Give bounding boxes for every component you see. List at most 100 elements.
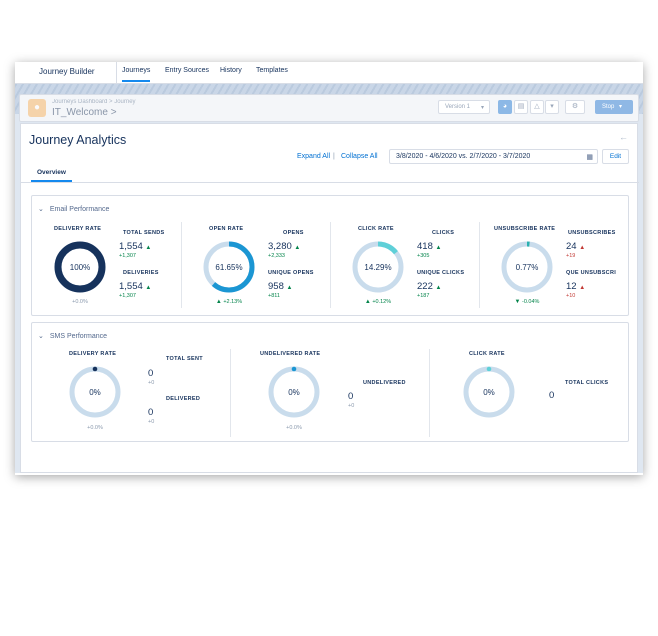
up-arrow-icon: ▲ xyxy=(579,285,586,291)
analytics-panel: Journey Analytics ← Expand All | Collaps… xyxy=(20,123,639,473)
clicks-delta: +305 xyxy=(417,253,430,259)
opens-value: 3,280 ▲ xyxy=(268,241,300,252)
donut-value: 0% xyxy=(288,388,300,397)
unsubscribe-rate-delta-value: -0.04% xyxy=(522,299,540,305)
sms-section-title: SMS Performance xyxy=(49,333,108,340)
column-divider xyxy=(181,222,182,308)
total-clicks-value: 0 xyxy=(549,390,555,401)
delivered-value: 0 xyxy=(148,407,154,418)
opens-delta: +2,333 xyxy=(268,253,285,259)
unique-opens-number: 958 xyxy=(268,281,284,292)
unsubscribe-rate-delta: ▼ -0.04% xyxy=(492,299,562,305)
unsubscribes-label: UNSUBSCRIBES xyxy=(568,230,616,236)
unique-clicks-value: 222 ▲ xyxy=(417,281,441,292)
tab-entry-sources[interactable]: Entry Sources xyxy=(165,67,209,74)
more-chevron-icon[interactable]: ▾ xyxy=(545,100,559,114)
donut-value: 14.29% xyxy=(364,263,391,272)
unique-unsubscribes-value: 12 ▲ xyxy=(566,281,585,292)
chevron-down-icon: ⌄ xyxy=(38,206,44,213)
app-window: Journey Builder Journeys Entry Sources H… xyxy=(15,62,643,475)
donut-arc xyxy=(352,241,404,293)
gear-icon[interactable]: ⚙ xyxy=(565,100,585,114)
collapse-all-link[interactable]: Collapse All xyxy=(341,153,378,160)
undelivered-rate-label: UNDELIVERED RATE xyxy=(260,351,321,357)
journey-name[interactable]: IT_Welcome > xyxy=(52,107,117,118)
top-navigation: Journey Builder Journeys Entry Sources H… xyxy=(15,62,643,84)
analytics-icon[interactable]: ◕ xyxy=(498,100,512,114)
sms-delivery-rate-delta: +0.0% xyxy=(87,425,103,431)
page-title: Journey Analytics xyxy=(29,133,127,147)
breadcrumb[interactable]: Journeys Dashboard > Journey xyxy=(52,99,136,105)
print-icon[interactable]: ▤ xyxy=(514,100,528,114)
unsubscribes-number: 24 xyxy=(566,241,577,252)
email-section-title: Email Performance xyxy=(49,206,110,213)
donut-marker xyxy=(92,366,98,372)
total-sent-delta: +0 xyxy=(148,380,155,386)
unique-clicks-number: 222 xyxy=(417,281,433,292)
donut-arc xyxy=(501,241,553,293)
expand-all-link[interactable]: Expand All xyxy=(297,153,331,160)
up-arrow-icon: ▲ xyxy=(145,285,152,291)
opens-label: OPENS xyxy=(283,230,304,236)
donut-value: 0.77% xyxy=(516,263,539,272)
clicks-number: 418 xyxy=(417,241,433,252)
up-arrow-icon: ▲ xyxy=(435,245,442,251)
donut-marker xyxy=(291,366,297,372)
total-sends-value: 1,554 ▲ xyxy=(119,241,151,252)
tab-history[interactable]: History xyxy=(220,67,242,74)
link-separator: | xyxy=(333,153,335,160)
app-name: Journey Builder xyxy=(39,67,95,76)
sms-delivery-rate-donut: 0% xyxy=(69,366,121,418)
sms-click-rate-label: CLICK RATE xyxy=(469,351,505,357)
down-arrow-icon: ▼ xyxy=(514,299,521,305)
column-divider xyxy=(479,222,480,308)
unsubscribe-rate-label: UNSUBSCRIBE RATE xyxy=(494,226,556,232)
unique-opens-value: 958 ▲ xyxy=(268,281,292,292)
tab-templates[interactable]: Templates xyxy=(256,67,288,74)
edit-button[interactable]: Edit xyxy=(602,149,629,164)
tab-underline xyxy=(21,182,639,183)
version-select[interactable]: Version 1 ▾ xyxy=(438,100,490,114)
trophy-icon[interactable]: △ xyxy=(530,100,544,114)
undelivered-label: UNDELIVERED xyxy=(363,380,406,386)
click-rate-delta-value: +0.12% xyxy=(372,299,392,305)
unique-opens-delta: +811 xyxy=(268,293,280,299)
sms-section-header[interactable]: ⌄ SMS Performance xyxy=(38,332,107,340)
open-rate-donut: 61.65% xyxy=(203,241,255,293)
clicks-label: CLICKS xyxy=(432,230,455,236)
delivered-label: DELIVERED xyxy=(166,396,201,402)
date-range-picker[interactable]: 3/8/2020 - 4/6/2020 vs. 2/7/2020 - 3/7/2… xyxy=(389,149,598,164)
click-rate-label: CLICK RATE xyxy=(358,226,394,232)
chevron-down-icon: ⌄ xyxy=(38,333,44,340)
opens-number: 3,280 xyxy=(268,241,292,252)
click-rate-delta: ▲ +0.12% xyxy=(343,299,413,305)
delivery-rate-delta: +0.0% xyxy=(72,299,88,305)
back-arrow-icon[interactable]: ← xyxy=(619,132,628,142)
unique-clicks-label: UNIQUE CLICKS xyxy=(417,270,465,276)
stop-button[interactable]: Stop ▾ xyxy=(595,100,633,114)
sms-performance-card: ⌄ SMS Performance DELIVERY RATE 0% +0.0%… xyxy=(31,322,629,442)
unsubscribes-value: 24 ▲ xyxy=(566,241,585,252)
email-section-header[interactable]: ⌄ Email Performance xyxy=(38,205,109,213)
up-arrow-icon: ▲ xyxy=(435,285,442,291)
journey-header: ● Journeys Dashboard > Journey IT_Welcom… xyxy=(19,94,639,122)
tab-overview[interactable]: Overview xyxy=(31,169,72,182)
delivery-rate-donut: 100% xyxy=(54,241,106,293)
undelivered-rate-donut: 0% xyxy=(268,366,320,418)
donut-value: 100% xyxy=(70,263,90,272)
up-arrow-icon: ▲ xyxy=(286,285,293,291)
date-range-value: 3/8/2020 - 4/6/2020 vs. 2/7/2020 - 3/7/2… xyxy=(396,153,531,160)
version-label: Version 1 xyxy=(445,104,471,110)
calendar-icon: ▦ xyxy=(586,154,593,161)
sms-delivery-rate-label: DELIVERY RATE xyxy=(69,351,117,357)
total-sends-label: TOTAL SENDS xyxy=(123,230,165,236)
nav-divider xyxy=(116,62,117,84)
undelivered-delta: +0 xyxy=(348,403,355,409)
total-sent-label: TOTAL SENT xyxy=(166,356,203,362)
open-rate-label: OPEN RATE xyxy=(209,226,244,232)
tab-journeys[interactable]: Journeys xyxy=(122,67,151,82)
total-sent-value: 0 xyxy=(148,368,154,379)
donut-marker xyxy=(486,366,492,372)
column-divider xyxy=(330,222,331,308)
donut-arc xyxy=(203,241,255,293)
